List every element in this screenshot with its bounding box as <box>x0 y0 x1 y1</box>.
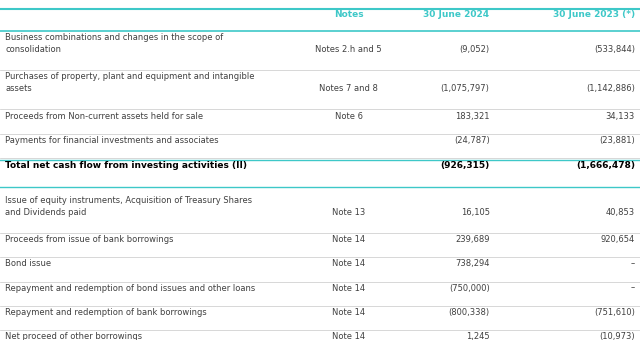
Text: Note 14: Note 14 <box>332 284 365 292</box>
Text: Note 14: Note 14 <box>332 259 365 268</box>
Text: Net proceed of other borrowings: Net proceed of other borrowings <box>5 332 142 340</box>
Text: (750,000): (750,000) <box>449 284 490 292</box>
Text: (9,052): (9,052) <box>460 45 490 54</box>
Text: (10,973): (10,973) <box>599 332 635 340</box>
Text: 34,133: 34,133 <box>605 112 635 120</box>
Text: 16,105: 16,105 <box>461 208 490 217</box>
Text: Note 14: Note 14 <box>332 235 365 244</box>
Text: 183,321: 183,321 <box>455 112 490 120</box>
Text: 30 June 2023 (*): 30 June 2023 (*) <box>553 10 635 19</box>
Text: Note 14: Note 14 <box>332 308 365 317</box>
Text: 920,654: 920,654 <box>600 235 635 244</box>
Text: –: – <box>630 284 635 292</box>
Text: Notes 7 and 8: Notes 7 and 8 <box>319 84 378 93</box>
Text: Total net cash flow from investing activities (II): Total net cash flow from investing activ… <box>5 161 247 170</box>
Text: Repayment and redemption of bond issues and other loans: Repayment and redemption of bond issues … <box>5 284 255 292</box>
Text: 1,245: 1,245 <box>466 332 490 340</box>
Text: 239,689: 239,689 <box>455 235 490 244</box>
Text: Issue of equity instruments, Acquisition of Treasury Shares
and Dividends paid: Issue of equity instruments, Acquisition… <box>5 196 252 217</box>
Text: Note 13: Note 13 <box>332 208 365 217</box>
Text: Notes: Notes <box>334 10 364 19</box>
Text: (926,315): (926,315) <box>440 161 490 170</box>
Text: Purchases of property, plant and equipment and intangible
assets: Purchases of property, plant and equipme… <box>5 72 255 93</box>
Text: Proceeds from issue of bank borrowings: Proceeds from issue of bank borrowings <box>5 235 173 244</box>
Text: (24,787): (24,787) <box>454 136 490 144</box>
Text: (800,338): (800,338) <box>449 308 490 317</box>
Text: (751,610): (751,610) <box>594 308 635 317</box>
Text: Payments for financial investments and associates: Payments for financial investments and a… <box>5 136 219 144</box>
Text: 30 June 2024: 30 June 2024 <box>424 10 490 19</box>
Text: Note 14: Note 14 <box>332 332 365 340</box>
Text: Repayment and redemption of bank borrowings: Repayment and redemption of bank borrowi… <box>5 308 207 317</box>
Text: Business combinations and changes in the scope of
consolidation: Business combinations and changes in the… <box>5 33 223 54</box>
Text: 40,853: 40,853 <box>605 208 635 217</box>
Text: (533,844): (533,844) <box>594 45 635 54</box>
Text: Proceeds from Non-current assets held for sale: Proceeds from Non-current assets held fo… <box>5 112 204 120</box>
Text: (1,666,478): (1,666,478) <box>576 161 635 170</box>
Text: (1,142,886): (1,142,886) <box>586 84 635 93</box>
Text: Bond issue: Bond issue <box>5 259 51 268</box>
Text: (23,881): (23,881) <box>599 136 635 144</box>
Text: –: – <box>630 259 635 268</box>
Text: Notes 2.h and 5: Notes 2.h and 5 <box>316 45 382 54</box>
Text: 738,294: 738,294 <box>455 259 490 268</box>
Text: Note 6: Note 6 <box>335 112 363 120</box>
Text: (1,075,797): (1,075,797) <box>441 84 490 93</box>
